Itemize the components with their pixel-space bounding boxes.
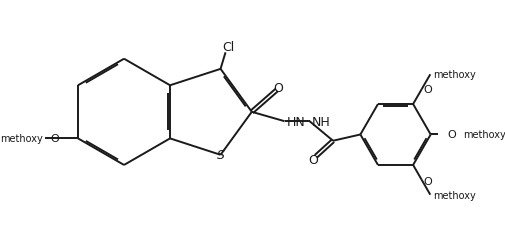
Text: methoxy: methoxy — [432, 191, 474, 201]
Text: O: O — [273, 82, 283, 95]
Text: S: S — [217, 149, 225, 162]
Text: O: O — [446, 130, 455, 140]
Text: O: O — [50, 134, 59, 144]
Text: Cl: Cl — [222, 41, 234, 54]
Text: O: O — [422, 85, 431, 95]
Text: methoxy: methoxy — [0, 134, 43, 144]
Text: O: O — [308, 153, 318, 166]
Text: methoxy: methoxy — [432, 70, 474, 80]
Text: O: O — [422, 176, 431, 186]
Text: HN: HN — [286, 115, 305, 128]
Text: NH: NH — [311, 115, 330, 128]
Text: methoxy: methoxy — [463, 130, 505, 140]
